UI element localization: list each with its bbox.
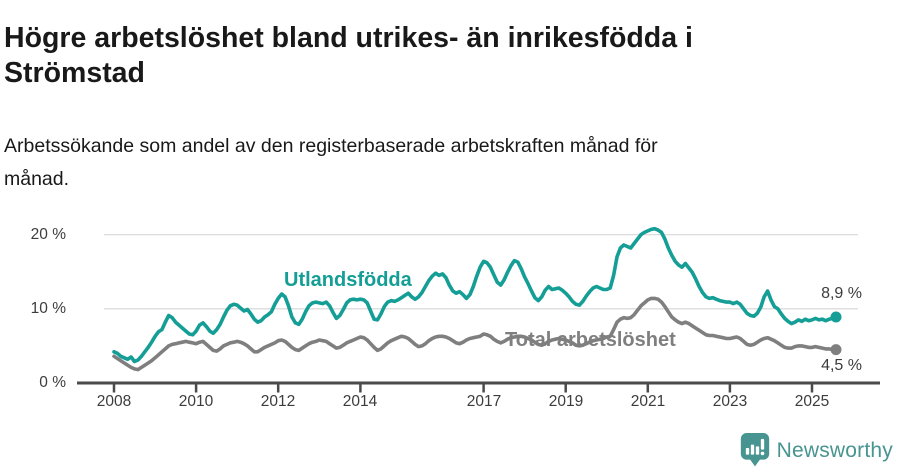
x-tick-label-2008: 2008 [96, 393, 132, 410]
series-label-utlandsfodda: Utlandsfödda [284, 269, 412, 291]
x-tick-label-2023: 2023 [712, 393, 748, 410]
y-tick-label-0: 0 % [39, 374, 66, 391]
newsworthy-brand-link[interactable]: Newsworthy [740, 432, 893, 469]
page-title: Högre arbetslöshet bland utrikes- än inr… [4, 22, 693, 90]
end-value-label-total-arbetsloshet: 4,5 % [821, 357, 862, 374]
x-tick-label-2025: 2025 [794, 393, 830, 410]
x-tick-label-2017: 2017 [466, 393, 502, 410]
newsworthy-logo-icon [740, 433, 769, 467]
y-tick-label-10: 10 % [30, 300, 66, 317]
series-line-utlandsf-dda [112, 226, 838, 364]
x-tick-label-2014: 2014 [342, 393, 378, 410]
x-tick-label-2021: 2021 [630, 393, 666, 410]
series-label-total-arbetsloshet: Total arbetslöshet [505, 329, 676, 351]
series-line-total-arbetsl-shet [112, 296, 838, 372]
series-end-dot-utlandsf-dda [830, 311, 842, 323]
y-tick-label-20: 20 % [30, 226, 66, 243]
x-tick-label-2012: 2012 [260, 393, 296, 410]
end-value-label-utlandsfodda: 8,9 % [821, 285, 862, 302]
series-end-dot-total-arbetsl-shet [830, 344, 842, 356]
x-tick-label-2019: 2019 [548, 393, 584, 410]
chart-subtitle: Arbetssökande som andel av den registerb… [4, 134, 658, 190]
newsworthy-brand-text: Newsworthy [776, 438, 893, 462]
x-tick-label-2010: 2010 [178, 393, 214, 410]
